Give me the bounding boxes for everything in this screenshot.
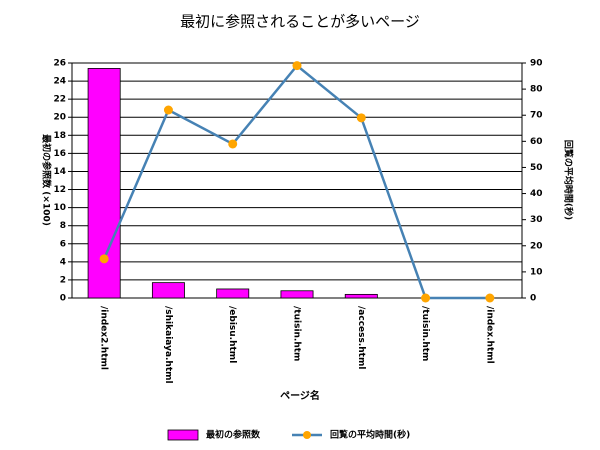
x-tick-label: /access.html bbox=[356, 306, 366, 369]
legend-marker bbox=[303, 431, 311, 439]
marker bbox=[485, 293, 495, 303]
y-tick-label: 26 bbox=[53, 59, 66, 69]
y2-tick-label: 80 bbox=[530, 85, 543, 95]
y2-tick-label: 50 bbox=[530, 163, 543, 173]
marker bbox=[421, 293, 431, 303]
bar bbox=[280, 290, 314, 299]
x-tick-label: /tuisin.htm bbox=[292, 306, 302, 361]
y-axis-label: 最初の参照数 (×100) bbox=[41, 134, 53, 226]
y-tick-label: 2 bbox=[60, 275, 66, 285]
y2-tick-label: 90 bbox=[530, 59, 543, 69]
x-tick-label: /tuisin.htm bbox=[420, 306, 430, 361]
bar bbox=[216, 288, 250, 299]
legend-label: 最初の参照数 bbox=[206, 429, 261, 441]
bar bbox=[87, 68, 121, 299]
bar bbox=[151, 282, 185, 299]
y-tick-label: 18 bbox=[53, 131, 66, 141]
y-tick-label: 16 bbox=[53, 149, 66, 159]
y-tick-label: 20 bbox=[53, 113, 66, 123]
marker bbox=[292, 61, 302, 71]
y2-tick-label: 70 bbox=[530, 111, 543, 121]
bar bbox=[344, 293, 378, 299]
marker bbox=[99, 254, 109, 264]
marker bbox=[163, 105, 173, 115]
y2-tick-label: 0 bbox=[530, 294, 536, 304]
marker bbox=[356, 113, 366, 123]
y-tick-label: 22 bbox=[53, 95, 66, 105]
y-tick-label: 12 bbox=[53, 185, 66, 195]
x-tick-label: /ebisu.html bbox=[227, 306, 237, 363]
legend-swatch bbox=[167, 429, 199, 441]
y-tick-label: 8 bbox=[60, 221, 66, 231]
chart-title: 最初に参照されることが多いページ bbox=[180, 13, 420, 31]
y-tick-label: 10 bbox=[53, 203, 66, 213]
y-tick-label: 24 bbox=[53, 77, 66, 87]
y2-axis-label: 回覧の平均時間(秒) bbox=[563, 140, 575, 220]
y-tick-label: 0 bbox=[60, 294, 66, 304]
y2-tick-label: 60 bbox=[530, 137, 543, 147]
line bbox=[102, 63, 490, 300]
legend-label: 回覧の平均時間(秒) bbox=[330, 429, 410, 441]
x-tick-label: /shikaiaya.html bbox=[163, 306, 173, 384]
y2-tick-label: 30 bbox=[530, 215, 543, 225]
y-tick-label: 6 bbox=[60, 239, 66, 249]
x-axis-label: ページ名 bbox=[280, 389, 320, 402]
x-tick-label: /index2.html bbox=[99, 306, 109, 370]
y-tick-label: 4 bbox=[60, 257, 66, 267]
y2-tick-label: 10 bbox=[530, 267, 543, 277]
y2-tick-label: 40 bbox=[530, 189, 543, 199]
x-tick-label: /index.html bbox=[484, 306, 494, 364]
y-tick-label: 14 bbox=[53, 167, 66, 177]
y2-tick-label: 20 bbox=[530, 241, 543, 251]
marker bbox=[228, 139, 238, 149]
